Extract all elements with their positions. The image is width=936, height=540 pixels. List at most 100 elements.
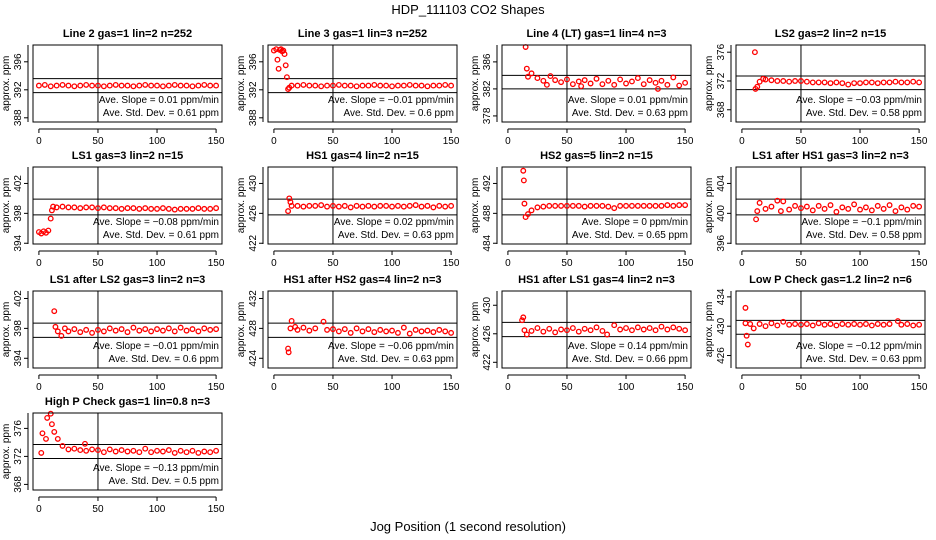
x-tick-label: 0 [505, 136, 511, 147]
x-tick-label: 50 [795, 382, 807, 393]
std-dev-annotation: Ave. Std. Dev. = 0.6 ppm [108, 354, 219, 365]
data-point [904, 321, 911, 327]
x-tick-label: 150 [443, 382, 460, 393]
x-tick-label: 0 [36, 136, 42, 147]
data-point [898, 79, 905, 86]
x-tick-label: 100 [618, 382, 635, 393]
x-tick-label: 150 [443, 136, 460, 147]
panel-title: High P Check gas=1 lin=0.8 n=3 [45, 396, 210, 408]
data-point [762, 76, 769, 83]
data-point [564, 327, 570, 334]
data-point [617, 76, 624, 83]
data-point [201, 81, 208, 88]
y-tick-label: 388 [248, 109, 259, 126]
data-point [89, 204, 96, 211]
panel-13: High P Check gas=1 lin=0.8 n=3 0 50 100 150 3… [1, 396, 225, 515]
slope-annotation: Ave. Slope = 0.01 ppm/min [568, 95, 688, 106]
data-point [768, 203, 775, 210]
x-tick-label: 150 [208, 504, 225, 515]
data-point [95, 205, 101, 212]
slope-annotation: Ave. Slope = −0.13 ppm/min [93, 463, 219, 474]
data-point [130, 447, 137, 454]
data-point [777, 208, 784, 215]
y-axis-label: approx. ppm [236, 178, 247, 234]
data-point [171, 81, 178, 88]
data-point [756, 78, 763, 85]
slope-annotation: Ave. Slope = 0 ppm/min [582, 217, 688, 228]
data-point [664, 326, 671, 333]
data-point [821, 79, 828, 86]
data-point [520, 314, 527, 321]
data-point [177, 82, 184, 89]
data-point [646, 77, 653, 84]
data-point [658, 323, 665, 330]
y-tick-label: 396 [13, 53, 24, 70]
data-point [916, 203, 923, 210]
data-point [118, 326, 125, 333]
panel-title: Line 2 gas=1 lin=2 n=252 [63, 28, 192, 40]
data-point [285, 345, 292, 352]
data-point [89, 446, 96, 453]
data-point [664, 81, 671, 88]
y-tick-label: 426 [716, 347, 727, 364]
data-point [617, 202, 624, 209]
panel-1: Line 2 gas=1 lin=2 n=252 0 50 100 150 388 392 3… [1, 28, 225, 147]
data-point [809, 322, 816, 329]
x-tick-label: 0 [271, 382, 277, 393]
data-point [611, 81, 618, 88]
data-point [862, 79, 869, 86]
plot-frame [501, 44, 692, 123]
data-point [786, 321, 793, 328]
data-point [394, 329, 401, 336]
data-point [207, 449, 214, 456]
data-point [815, 79, 822, 86]
data-point [59, 81, 66, 88]
data-point [910, 322, 917, 329]
data-point [578, 83, 585, 90]
data-point [306, 82, 313, 89]
data-point [747, 321, 754, 327]
y-tick-label: 432 [248, 290, 259, 307]
data-point [424, 202, 431, 209]
data-point [283, 74, 290, 81]
data-point [330, 82, 336, 89]
slope-annotation: Ave. Slope = −0.06 ppm/min [328, 341, 454, 352]
data-point [634, 324, 641, 331]
data-point [803, 203, 810, 210]
y-tick-label: 428 [248, 320, 259, 337]
data-point [418, 82, 425, 89]
data-point [424, 83, 431, 90]
plot-frame [32, 412, 223, 491]
y-axis-label: approx. ppm [470, 56, 481, 112]
y-axis-label: approx. ppm [470, 302, 481, 358]
data-point [418, 328, 425, 335]
data-point [436, 202, 443, 209]
plot-frame [267, 44, 458, 123]
data-point [371, 203, 378, 210]
data-point [71, 204, 78, 211]
panel-8: LS1 after HS1 gas=3 lin=2 n=3 0 50 100 150 39… [704, 150, 928, 269]
data-point [803, 78, 810, 85]
data-point [581, 77, 588, 84]
data-point [623, 325, 629, 332]
data-point [809, 79, 816, 86]
x-tick-label: 100 [852, 258, 869, 269]
data-point [904, 79, 911, 86]
data-point [112, 81, 119, 88]
data-point [406, 81, 413, 88]
data-point [100, 204, 107, 211]
panel-title: LS1 after LS2 gas=3 lin=2 n=3 [50, 274, 206, 286]
y-tick-label: 404 [716, 175, 727, 192]
data-point [213, 82, 220, 89]
data-point [275, 65, 282, 72]
data-point [365, 326, 372, 333]
data-point [177, 324, 184, 331]
data-point [798, 205, 804, 212]
data-point [798, 321, 804, 328]
y-axis-label: approx. ppm [704, 178, 715, 234]
data-point [628, 327, 635, 334]
y-tick-label: 422 [482, 354, 493, 371]
data-point [634, 75, 641, 82]
data-point [148, 449, 155, 456]
data-point [552, 77, 559, 84]
